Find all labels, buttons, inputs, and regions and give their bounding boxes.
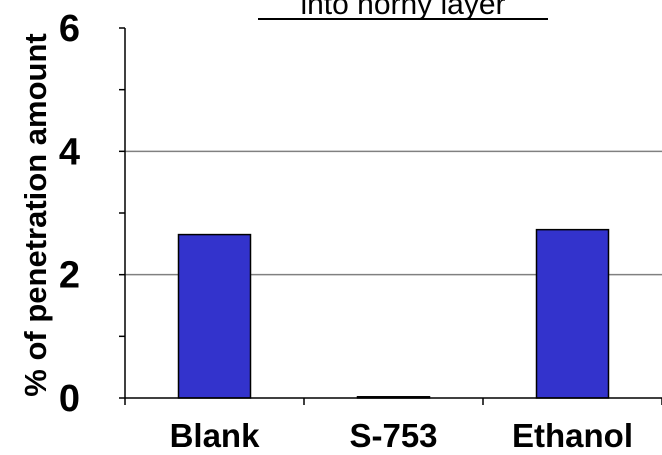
bars <box>177 228 610 399</box>
y-tick-label: 2 <box>59 255 80 297</box>
x-tick-label: Ethanol <box>512 417 633 454</box>
chart-title: into horny layer <box>300 0 505 21</box>
x-tick-label: S-753 <box>349 417 437 454</box>
axes <box>119 27 662 405</box>
bar-blank <box>177 233 252 399</box>
x-tick-label: Blank <box>170 417 261 454</box>
y-tick-label: 6 <box>59 8 80 50</box>
category-labels: Blank S-753 Ethanol <box>170 417 633 454</box>
bar-ethanol <box>535 228 610 399</box>
y-tick-labels: 0 2 4 6 <box>59 8 80 420</box>
y-axis-label: % of penetration amount <box>18 33 53 396</box>
y-tick-label: 0 <box>59 378 80 420</box>
y-tick-label: 4 <box>59 131 80 173</box>
